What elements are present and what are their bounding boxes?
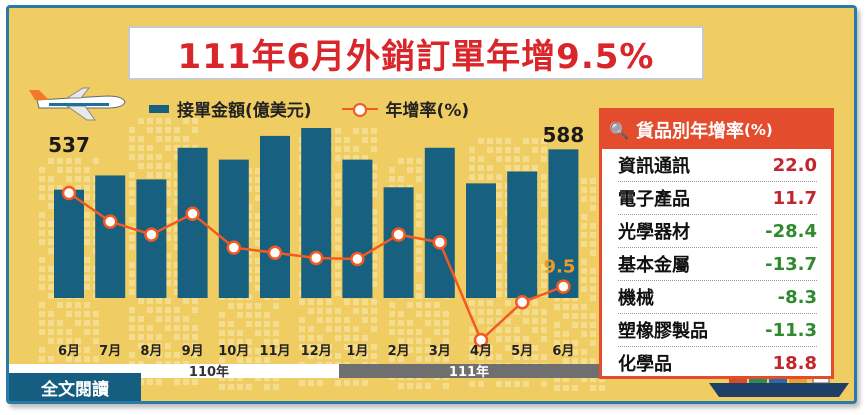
legend-bar-label: 接單金額(億美元): [177, 101, 312, 121]
growth-point-12: [556, 279, 571, 294]
line-label-last: 9.5: [543, 257, 575, 278]
x-tick-7: 1月: [346, 344, 368, 359]
growth-point-6: [308, 250, 324, 266]
bar-11: [507, 171, 538, 298]
product-growth-panel: 🔍 貨品別年增率 (%) 資訊通訊 22.0 電子產品 11.7 光學器材 -28.4 基本…: [599, 108, 834, 379]
growth-point-5: [267, 245, 283, 261]
growth-line-series: [61, 185, 571, 348]
magnifier-box-icon: 🔍: [609, 120, 629, 140]
growth-point-1: [102, 214, 118, 229]
growth-point-10: [473, 332, 489, 348]
growth-point-8: [391, 227, 406, 242]
x-tick-8: 2月: [388, 344, 410, 359]
panel-rows: 資訊通訊 22.0 電子產品 11.7 光學器材 -28.4 基本金屬 -13.7 機械 -8.3…: [602, 149, 831, 379]
x-tick-6: 12月: [301, 344, 332, 359]
panel-row: 塑橡膠製品 -11.3: [618, 314, 817, 347]
bar-series: [54, 128, 579, 298]
product-growth-value: 18.8: [772, 352, 817, 374]
bar-10: [466, 183, 496, 298]
x-tick-10: 4月: [470, 344, 492, 359]
x-tick-3: 9月: [182, 344, 204, 359]
chart-area: 110年 111年 6月 7月 8月 9月 10月 11月 12月 1月 2月 3月 4月 5月 6月 5…: [9, 87, 849, 397]
growth-point-0: [61, 185, 77, 201]
panel-row: 基本金屬 -13.7: [618, 248, 817, 281]
bar-5: [260, 135, 290, 298]
chart-title: 111年6月外銷訂單年增9.5%: [177, 36, 655, 77]
legend-line-label: 年增率(%): [385, 101, 470, 121]
product-growth-value: -11.3: [765, 319, 817, 341]
product-growth-value: 11.7: [772, 187, 817, 209]
bar-label-last: 588: [543, 123, 585, 147]
read-full-article-button[interactable]: 全文閱讀: [9, 373, 141, 401]
panel-row: 電子產品 11.7: [618, 182, 817, 215]
panel-row: 機械 -8.3: [618, 281, 817, 314]
year-band-111: [339, 364, 599, 378]
panel-unit: (%): [744, 121, 773, 139]
bar-1: [95, 175, 126, 298]
legend-line-swatch: [341, 102, 378, 117]
panel-row: 光學器材 -28.4: [618, 215, 817, 248]
x-tick-2: 8月: [140, 344, 162, 359]
x-axis-ticks: 6月 7月 8月 9月 10月 11月 12月 1月 2月 3月 4月 5月 6月: [58, 344, 574, 359]
bar-6: [301, 128, 332, 298]
x-tick-1: 7月: [99, 344, 121, 359]
bar-0: [54, 189, 84, 298]
airplane-icon: [29, 87, 126, 121]
infographic-frame: 110年 111年 6月 7月 8月 9月 10月 11月 12月 1月 2月 3月 4月 5月 6月 5…: [6, 5, 857, 404]
product-name: 電子產品: [618, 189, 690, 210]
product-name: 光學器材: [618, 222, 690, 243]
x-tick-12: 6月: [552, 344, 574, 359]
legend-bar-swatch: [149, 104, 169, 113]
bar-7: [342, 159, 373, 298]
title-box: 111年6月外銷訂單年增9.5%: [128, 26, 704, 80]
product-name: 機械: [618, 288, 654, 309]
growth-point-11: [514, 294, 530, 310]
year-label-110: 110年: [189, 364, 229, 380]
product-growth-value: -13.7: [765, 253, 817, 275]
bar-12: [548, 149, 579, 298]
bar-label-first: 537: [48, 133, 90, 157]
x-tick-9: 3月: [429, 344, 451, 359]
product-growth-value: -8.3: [777, 286, 817, 308]
product-growth-value: -28.4: [765, 220, 817, 242]
panel-header: 🔍 貨品別年增率 (%): [602, 111, 831, 149]
panel-row: 化學品 18.8: [618, 347, 817, 379]
product-name: 資訊通訊: [618, 156, 690, 177]
product-growth-value: 22.0: [772, 154, 817, 176]
x-tick-0: 6月: [58, 344, 80, 359]
year-label-111: 111年: [449, 364, 489, 380]
legend: 接單金額(億美元) 年增率(%): [149, 96, 469, 121]
growth-point-9: [432, 235, 448, 250]
growth-point-4: [226, 240, 242, 255]
growth-point-2: [144, 227, 159, 242]
panel-title: 貨品別年增率: [636, 121, 744, 142]
bar-4: [218, 159, 249, 298]
x-tick-4: 10月: [218, 344, 249, 359]
product-name: 基本金屬: [618, 255, 690, 276]
product-name: 化學品: [618, 354, 672, 375]
bar-8: [383, 187, 414, 298]
bar-9: [424, 147, 455, 298]
x-tick-5: 11月: [259, 344, 290, 359]
product-name: 塑橡膠製品: [618, 321, 708, 342]
growth-point-3: [185, 206, 200, 222]
data-labels: 537 588 9.5: [48, 123, 584, 278]
growth-point-7: [350, 251, 365, 267]
panel-row: 資訊通訊 22.0: [618, 149, 817, 182]
x-tick-11: 5月: [511, 344, 533, 359]
